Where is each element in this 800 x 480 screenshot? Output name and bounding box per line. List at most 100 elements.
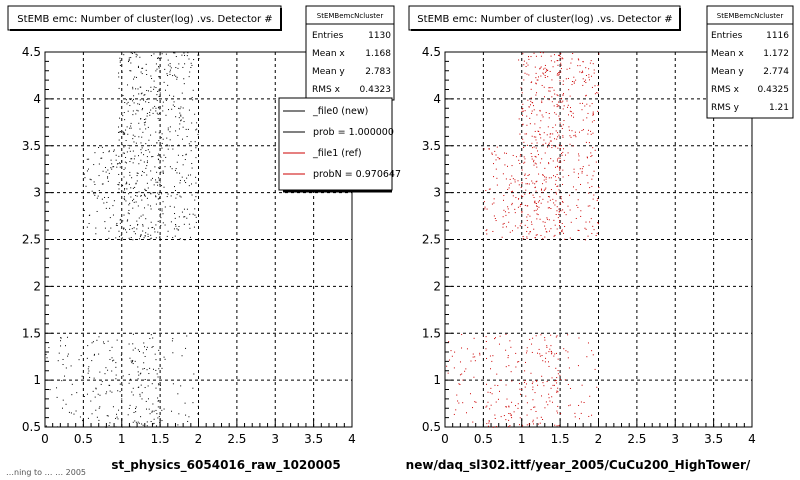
scatter-point bbox=[154, 228, 156, 230]
scatter-point bbox=[552, 133, 554, 135]
scatter-point bbox=[157, 198, 159, 200]
scatter-point bbox=[186, 55, 188, 57]
scatter-point bbox=[60, 337, 62, 339]
scatter-point bbox=[490, 404, 492, 406]
scatter-point bbox=[174, 235, 176, 237]
scatter-point bbox=[159, 197, 161, 199]
scatter-point bbox=[488, 188, 490, 190]
scatter-point bbox=[549, 196, 551, 198]
scatter-point bbox=[151, 227, 153, 229]
scatter-point bbox=[158, 194, 160, 196]
scatter-point bbox=[86, 393, 88, 395]
scatter-point bbox=[123, 169, 125, 171]
scatter-point bbox=[548, 99, 550, 101]
scatter-point bbox=[108, 384, 110, 386]
scatter-point bbox=[524, 72, 526, 74]
scatter-point bbox=[546, 68, 548, 70]
scatter-point bbox=[158, 96, 160, 98]
scatter-point bbox=[198, 351, 200, 353]
scatter-point bbox=[569, 237, 571, 239]
scatter-point bbox=[592, 111, 594, 113]
scatter-point bbox=[166, 144, 168, 146]
scatter-point bbox=[121, 426, 123, 428]
scatter-point bbox=[557, 391, 559, 393]
scatter-point bbox=[137, 88, 139, 90]
scatter-point bbox=[494, 337, 496, 339]
scatter-point bbox=[169, 131, 171, 133]
stats-label: Mean x bbox=[312, 49, 345, 59]
scatter-point bbox=[535, 234, 537, 236]
scatter-point bbox=[562, 100, 564, 102]
scatter-point bbox=[523, 238, 525, 240]
scatter-point bbox=[567, 383, 569, 385]
scatter-point bbox=[130, 122, 132, 124]
scatter-point bbox=[526, 236, 528, 238]
scatter-point bbox=[578, 230, 580, 232]
x-tick-label: 0.5 bbox=[474, 432, 493, 446]
scatter-point bbox=[137, 371, 139, 373]
scatter-point bbox=[547, 196, 549, 198]
scatter-point bbox=[535, 181, 537, 183]
scatter-point bbox=[590, 130, 592, 132]
scatter-point bbox=[162, 170, 164, 172]
scatter-point bbox=[67, 355, 69, 357]
scatter-point bbox=[141, 67, 143, 69]
scatter-point bbox=[543, 385, 545, 387]
scatter-point bbox=[585, 221, 587, 223]
scatter-point bbox=[110, 159, 112, 161]
scatter-point bbox=[563, 159, 565, 161]
scatter-point bbox=[554, 353, 556, 355]
scatter-point bbox=[496, 177, 498, 179]
scatter-point bbox=[544, 152, 546, 154]
scatter-point bbox=[185, 182, 187, 184]
scatter-point bbox=[138, 374, 140, 376]
scatter-point bbox=[562, 136, 564, 138]
scatter-point bbox=[486, 233, 488, 235]
scatter-point bbox=[557, 358, 559, 360]
scatter-point bbox=[567, 334, 569, 336]
scatter-point bbox=[556, 138, 558, 140]
scatter-point bbox=[100, 157, 102, 159]
scatter-point bbox=[598, 186, 600, 188]
scatter-point bbox=[92, 390, 94, 392]
scatter-point bbox=[530, 97, 532, 99]
scatter-point bbox=[76, 392, 78, 394]
scatter-point bbox=[554, 61, 556, 63]
scatter-point bbox=[583, 80, 585, 82]
scatter-point bbox=[529, 231, 531, 233]
scatter-point bbox=[140, 142, 142, 144]
scatter-point bbox=[508, 406, 510, 408]
scatter-point bbox=[155, 196, 157, 198]
scatter-point bbox=[159, 92, 161, 94]
scatter-point bbox=[144, 378, 146, 380]
scatter-point bbox=[174, 189, 176, 191]
scatter-point bbox=[575, 217, 577, 219]
scatter-point bbox=[139, 86, 141, 88]
scatter-point bbox=[132, 333, 134, 335]
scatter-point bbox=[515, 352, 517, 354]
scatter-point bbox=[198, 383, 200, 385]
scatter-point bbox=[176, 76, 178, 78]
scatter-point bbox=[187, 174, 189, 176]
scatter-point bbox=[557, 387, 559, 389]
scatter-point bbox=[498, 158, 500, 160]
scatter-point bbox=[107, 197, 109, 199]
scatter-point bbox=[135, 421, 137, 423]
scatter-point bbox=[75, 410, 77, 412]
scatter-point bbox=[140, 215, 142, 217]
scatter-point bbox=[550, 387, 552, 389]
scatter-point bbox=[518, 118, 520, 120]
scatter-point bbox=[153, 184, 155, 186]
scatter-point bbox=[493, 176, 495, 178]
scatter-point bbox=[146, 182, 148, 184]
scatter-point bbox=[535, 72, 537, 74]
scatter-point bbox=[140, 195, 142, 197]
scatter-point bbox=[522, 107, 524, 109]
scatter-point bbox=[524, 380, 526, 382]
scatter-point bbox=[154, 353, 156, 355]
scatter-point bbox=[158, 57, 160, 59]
scatter-point bbox=[95, 388, 97, 390]
scatter-point bbox=[191, 162, 193, 164]
scatter-point bbox=[191, 122, 193, 124]
scatter-point bbox=[156, 94, 158, 96]
